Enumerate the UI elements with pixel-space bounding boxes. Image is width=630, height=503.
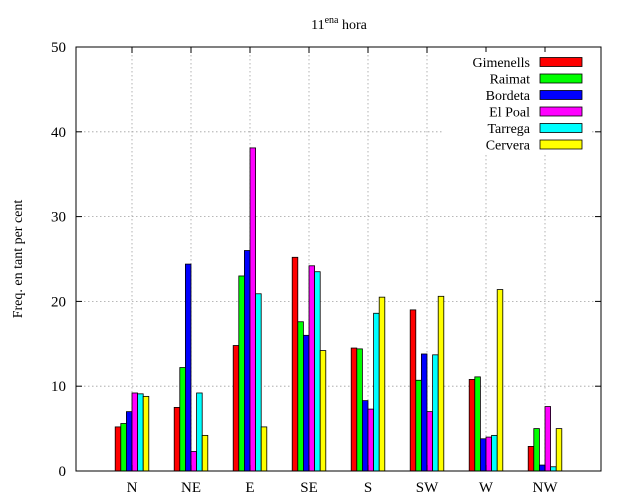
bar-gimenells-sw [409,309,417,472]
bar-gimenells-n [114,426,122,472]
bar-cervera-n [142,395,150,472]
bar-bordeta-nw [539,464,546,472]
bar-gimenells-nw [527,446,535,472]
bar-raimat-s [356,348,363,472]
y-axis-label: Freq. en tant per cent [11,200,26,319]
legend-swatch-cervera [539,139,583,150]
bar-cervera-e [260,426,268,472]
bar-gimenells-w [468,379,476,472]
bar-tarrega-nw [550,466,557,472]
bar-tarrega-s [373,312,380,472]
y-tick-label: 0 [59,464,67,480]
bar-raimat-se [297,321,304,472]
legend-label-raimat: Raimat [490,73,531,88]
bar-gimenells-ne [173,406,181,472]
bar-bordeta-s [361,400,369,472]
title-base: 11 [311,18,324,33]
bars [114,147,563,472]
legend-label-cervera: Cervera [486,139,531,154]
x-tick-label: SE [300,480,318,496]
bar-tarrega-sw [432,354,439,472]
legend-background [444,52,592,155]
x-tick-label: W [479,480,494,496]
x-tick-label: E [245,480,254,496]
legend-swatch-tarrega [539,123,583,133]
bar-bordeta-se [302,334,310,472]
x-tick-label: N [127,480,138,496]
bar-cervera-ne [201,434,209,472]
axis-ticks: 0 10 20 30 40 50 N NE E SE S SW W NW [51,40,601,496]
bar-el-poal-nw [544,406,551,472]
y-tick-label: 50 [51,40,66,56]
bar-tarrega-w [491,434,498,472]
bar-raimat-n [120,423,127,472]
x-tick-label: SW [416,480,439,496]
bar-raimat-w [474,376,481,472]
y-tick-label: 20 [51,294,66,310]
bar-el-poal-sw [426,411,433,472]
bar-el-poal-e [249,147,256,472]
bar-el-poal-s [367,408,374,472]
bar-gimenells-s [350,347,358,472]
bar-cervera-se [319,350,327,472]
chart-title: 11ena hora [311,15,368,33]
bar-raimat-sw [415,379,422,472]
bar-gimenells-se [291,256,299,472]
bar-raimat-nw [533,428,540,472]
legend-label-el-poal: El Poal [489,106,530,121]
bar-cervera-nw [555,428,563,472]
bar-el-poal-n [131,392,138,472]
bar-bordeta-ne [184,263,192,472]
bar-tarrega-ne [196,392,203,472]
bar-el-poal-w [485,436,492,472]
y-tick-label: 10 [51,379,66,395]
legend-label-tarrega: Tarrega [487,122,530,137]
legend-swatch-el-poal [539,106,583,117]
bar-el-poal-se [308,265,315,472]
plot-frame [75,46,602,472]
legend-swatch-gimenells [539,57,583,67]
bar-raimat-ne [179,367,186,472]
legend-swatch-raimat [539,73,583,84]
bar-bordeta-sw [420,353,428,472]
bar-el-poal-ne [190,451,197,472]
bar-bordeta-n [126,411,133,472]
bar-cervera-sw [437,295,445,472]
bar-tarrega-e [255,293,262,472]
x-tick-label: NE [181,480,201,496]
bar-tarrega-se [314,271,321,472]
y-tick-label: 30 [51,210,66,226]
title-superscript: ena [325,15,339,26]
legend-swatch-bordeta [539,90,583,100]
bar-bordeta-w [479,438,487,472]
bar-raimat-e [238,275,245,472]
legend-label-gimenells: Gimenells [472,56,530,71]
bar-tarrega-n [137,393,144,472]
x-tick-label: NW [533,480,559,496]
legend-label-bordeta: Bordeta [486,89,531,104]
x-tick-label: S [364,480,372,496]
bar-gimenells-e [232,345,240,472]
bar-cervera-w [496,289,504,472]
y-tick-label: 40 [51,125,66,141]
bar-bordeta-e [243,250,251,472]
title-rest: hora [338,18,367,33]
bar-cervera-s [378,296,386,472]
